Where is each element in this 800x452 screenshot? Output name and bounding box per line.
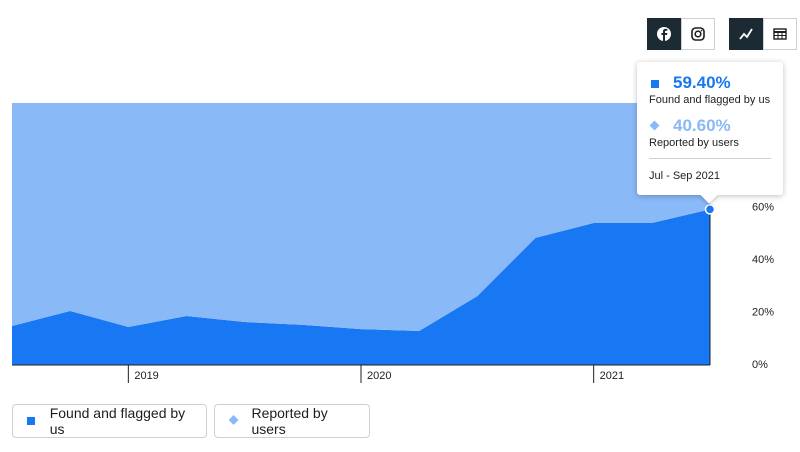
tooltip-value: 40.60% xyxy=(673,116,731,135)
x-tick-label: 2020 xyxy=(367,370,391,382)
tooltip-swatch xyxy=(649,120,660,131)
y-tick-label: 0% xyxy=(752,359,768,371)
y-tick-label: 40% xyxy=(752,254,774,266)
facebook-icon xyxy=(657,27,671,41)
table-icon xyxy=(773,28,787,40)
legend-label: Found and flagged by us xyxy=(49,405,186,437)
tooltip-value: 59.40% xyxy=(673,73,731,92)
tooltip-series: Reported by users xyxy=(649,137,739,149)
area xyxy=(12,103,710,331)
legend-label: Reported by users xyxy=(251,405,328,437)
tooltip-divider xyxy=(649,158,771,159)
area xyxy=(12,209,710,365)
chart-view-button[interactable] xyxy=(729,18,763,50)
y-tick-label: 20% xyxy=(752,307,774,319)
x-tick-label: 2019 xyxy=(134,370,158,382)
tooltip-period: Jul - Sep 2021 xyxy=(649,170,720,182)
tooltip-series: Found and flagged by us xyxy=(649,94,771,106)
y-tick-label: 60% xyxy=(752,202,774,214)
hover-point xyxy=(704,204,716,215)
legend-item[interactable]: Reported by users xyxy=(214,404,370,438)
table-view-button[interactable] xyxy=(763,18,797,50)
tooltip: 59.40% Found and flagged by us 40.60% Re… xyxy=(637,62,783,204)
legend-swatch xyxy=(228,415,239,425)
legend-swatch xyxy=(27,417,35,425)
legend-item[interactable]: Found and flagged by us xyxy=(12,404,207,438)
x-tick-label: 2021 xyxy=(600,370,624,382)
chart-icon xyxy=(739,28,753,40)
instagram-icon xyxy=(691,27,705,41)
facebook-button[interactable] xyxy=(647,18,681,50)
tooltip-swatch xyxy=(651,80,659,88)
instagram-button[interactable] xyxy=(681,18,715,50)
